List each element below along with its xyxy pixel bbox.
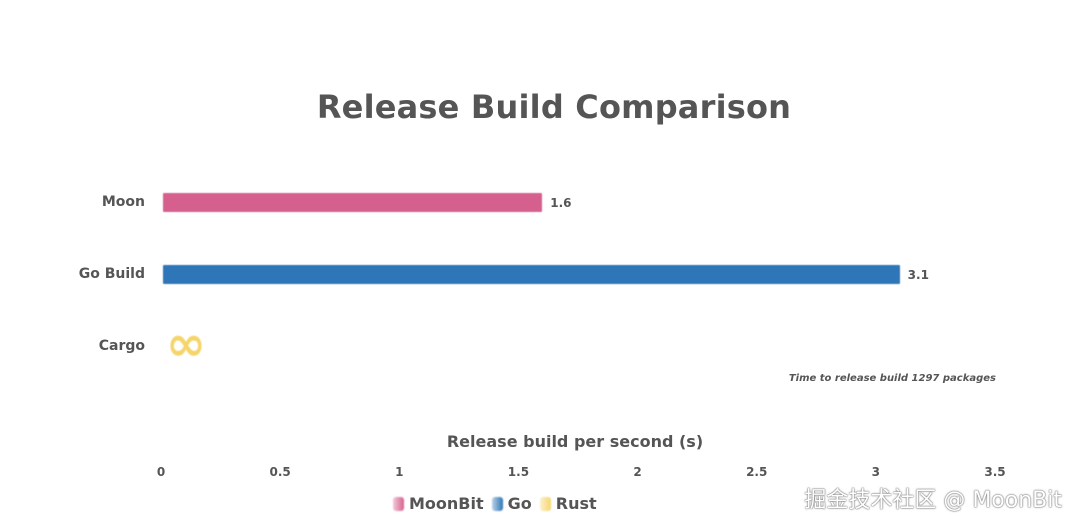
bar-moonbit	[163, 193, 543, 212]
x-tick-label: 1	[395, 465, 404, 479]
x-tick-label: 0	[156, 465, 166, 479]
legend-item-go[interactable]: Go	[491, 494, 532, 513]
x-tick-label: 2.5	[746, 465, 768, 479]
watermark: 掘金技术社区 @ MoonBit	[804, 488, 1062, 513]
legend-swatch-moonbit	[393, 496, 404, 511]
legend: MoonBit Go Rust	[393, 494, 605, 513]
value-label-moonbit: 1.6	[550, 196, 572, 210]
x-tick-label: 2	[633, 465, 642, 479]
x-tick-label: 0.5	[269, 465, 291, 479]
legend-label: Rust	[555, 494, 597, 513]
chart-title: Release Build Comparison	[316, 88, 792, 126]
x-tick-label: 3.5	[984, 465, 1006, 479]
infinity-mark-rust: ∞	[166, 316, 206, 372]
legend-swatch-go	[491, 496, 503, 511]
legend-item-rust[interactable]: Rust	[539, 494, 597, 513]
x-tick-label: 1.5	[507, 465, 530, 479]
bar-go	[163, 265, 900, 284]
legend-item-moonbit[interactable]: MoonBit	[393, 494, 484, 513]
x-axis-label: Release build per second (s)	[446, 432, 704, 451]
category-label-cargo: Cargo	[98, 338, 145, 354]
legend-label: Go	[507, 494, 532, 513]
category-label-go-build: Go Build	[78, 266, 145, 282]
x-tick-label: 3	[871, 465, 881, 479]
legend-swatch-rust	[539, 496, 551, 511]
value-label-go: 3.1	[907, 268, 929, 282]
chart-annotation: Time to release build 1297 packages	[788, 373, 996, 384]
category-label-moon: Moon	[101, 194, 145, 210]
legend-label: MoonBit	[409, 494, 484, 513]
